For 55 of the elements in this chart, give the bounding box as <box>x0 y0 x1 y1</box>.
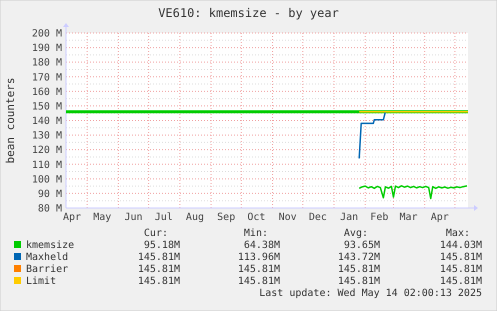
text: 93.65M <box>344 240 380 251</box>
y-tick-label: 120 M <box>32 145 62 156</box>
text: 145.81M <box>138 276 180 287</box>
text: 145.81M <box>338 276 380 287</box>
x-tick-label: Sep <box>217 212 236 223</box>
y-axis-title: bean counters <box>4 77 17 164</box>
legend-label: Limit <box>26 276 56 287</box>
text: 64.38M <box>244 240 280 251</box>
x-tick-label: Oct <box>247 212 266 223</box>
text: 145.81M <box>238 276 280 287</box>
x-tick-label: Jan <box>340 212 358 223</box>
y-tick-label: 80 M <box>38 204 62 214</box>
y-tick-label: 100 M <box>32 174 62 186</box>
x-tick-label: May <box>93 212 112 223</box>
y-tick-label: 170 M <box>32 72 62 84</box>
text: 144.03M <box>440 240 482 251</box>
text: 145.81M <box>440 252 482 263</box>
y-tick-label: 110 M <box>32 160 62 171</box>
x-tick-label: Apr <box>63 212 82 223</box>
legend-label: kmemsize <box>26 240 74 251</box>
text: 145.81M <box>338 264 380 275</box>
text: 95.18M <box>144 240 180 251</box>
text: 145.81M <box>138 252 180 263</box>
x-tick-label: Jul <box>154 212 173 223</box>
y-tick-label: 160 M <box>32 86 62 98</box>
legend-label: Maxheld <box>26 252 68 263</box>
x-tick-label: Aug <box>186 212 204 223</box>
chart-title: VE610: kmemsize - by year <box>158 6 339 20</box>
x-tick-label: Apr <box>430 212 449 223</box>
text: 145.81M <box>440 264 482 275</box>
y-tick-label: 90 M <box>38 188 62 200</box>
line-series <box>358 111 386 160</box>
text: Min: <box>244 228 268 239</box>
text: Avg: <box>344 228 368 239</box>
y-tick-label: 190 M <box>32 43 62 54</box>
y-tick-label: 130 M <box>32 130 62 142</box>
y-tick-label: 150 M <box>32 101 62 112</box>
text: 145.81M <box>238 264 280 275</box>
text: Max: <box>446 228 470 239</box>
text: Cur: <box>144 228 168 239</box>
text: 113.96M <box>238 252 280 263</box>
legend-label: Barrier <box>26 264 68 275</box>
text: 145.81M <box>138 264 180 275</box>
x-tick-label: Feb <box>370 212 388 223</box>
y-tick-label: 200 M <box>32 28 62 40</box>
y-tick-label: 140 M <box>32 116 62 127</box>
x-tick-label: Mar <box>400 212 418 223</box>
x-tick-label: Jun <box>124 212 143 223</box>
text: 143.72M <box>338 252 380 263</box>
line-series <box>358 185 468 200</box>
text: Last update: Wed May 14 02:00:13 2025 <box>259 288 482 299</box>
x-tick-label: Nov <box>278 212 297 223</box>
text: 145.81M <box>440 276 482 287</box>
x-tick-label: Dec <box>308 212 327 223</box>
y-tick-label: 180 M <box>32 58 62 69</box>
